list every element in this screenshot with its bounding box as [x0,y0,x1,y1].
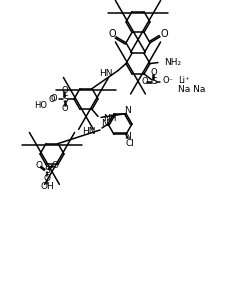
Text: HN: HN [99,69,112,78]
Text: HO: HO [34,100,47,110]
Text: N: N [124,132,131,141]
Text: N: N [124,106,131,115]
Text: O: O [150,69,157,77]
Text: O: O [50,94,57,102]
Text: NH₂: NH₂ [163,58,180,67]
Text: HN: HN [82,127,95,135]
Text: S: S [150,77,156,86]
Text: NH: NH [103,114,116,123]
Text: S: S [44,166,50,175]
Text: O: O [141,77,148,86]
Text: O: O [61,86,68,94]
Text: O: O [35,161,42,170]
Text: O: O [159,29,167,39]
Text: Na Na: Na Na [177,86,204,94]
Text: Cl: Cl [125,139,134,148]
Text: O: O [51,161,58,170]
Text: O⁻: O⁻ [162,76,173,86]
Text: O: O [108,29,115,39]
Text: Li⁺: Li⁺ [177,76,189,86]
Text: O: O [61,104,68,113]
Text: S: S [62,94,68,104]
Text: O: O [43,174,50,183]
Text: O: O [48,94,55,104]
Text: OH: OH [40,182,54,191]
Text: N: N [101,119,108,127]
